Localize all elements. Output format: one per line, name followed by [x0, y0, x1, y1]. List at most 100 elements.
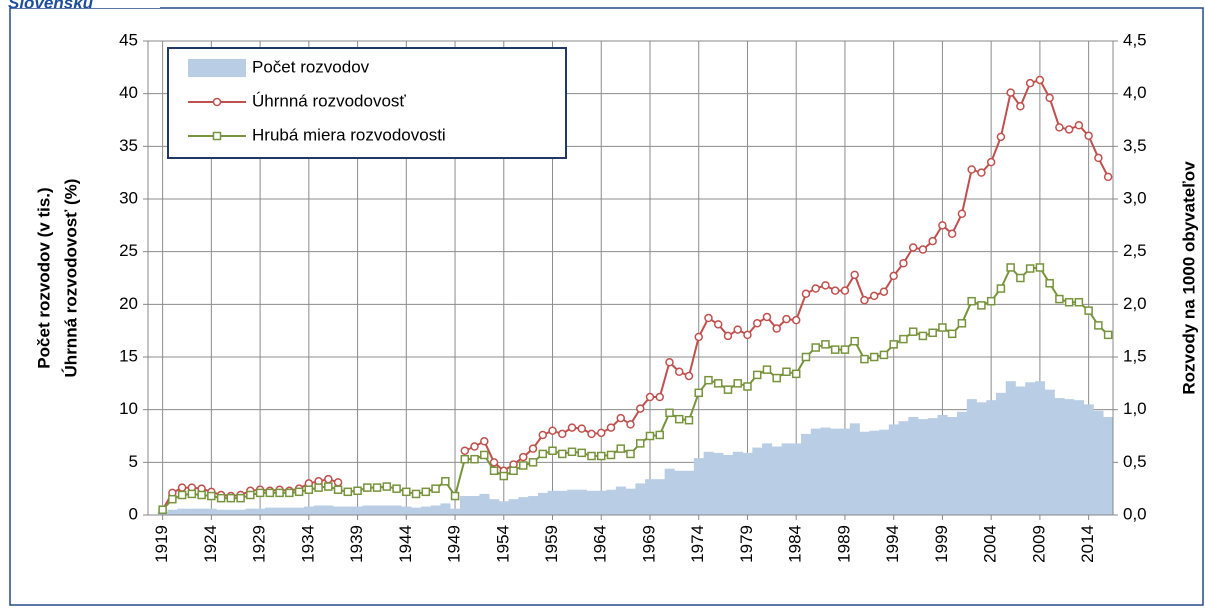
marker: [197, 490, 206, 500]
bar: [303, 506, 315, 515]
marker: [889, 271, 898, 281]
bar: [411, 507, 422, 515]
bar: [420, 506, 431, 515]
marker: [782, 314, 791, 324]
marker: [713, 379, 723, 388]
marker: [333, 478, 343, 487]
marker: [606, 450, 616, 460]
bar: [976, 402, 987, 515]
bar: [177, 508, 188, 515]
bar: [264, 507, 276, 515]
marker: [168, 494, 177, 504]
marker: [333, 485, 343, 494]
marker: [918, 331, 928, 341]
bar: [879, 429, 890, 515]
marker: [1074, 121, 1084, 130]
bar: [528, 496, 539, 515]
marker: [850, 270, 859, 280]
y2-tick-label: 4,5: [1123, 30, 1147, 49]
y2-tick-label: 4,0: [1123, 83, 1147, 102]
x-tick-label: 1964: [591, 525, 610, 563]
marker: [1084, 131, 1093, 141]
marker: [626, 449, 635, 459]
marker: [1055, 123, 1064, 132]
marker: [1074, 297, 1084, 307]
marker: [811, 284, 820, 293]
marker: [265, 488, 275, 498]
marker: [567, 423, 577, 432]
x-tick-label: 1939: [347, 525, 366, 563]
marker: [830, 345, 840, 354]
x-tick-label: 2004: [981, 525, 1000, 563]
marker: [460, 446, 470, 455]
marker: [1025, 264, 1035, 273]
bar: [849, 423, 860, 515]
y2-tick-label: 3,0: [1123, 188, 1147, 207]
y-tick-label: 45: [119, 30, 138, 49]
marker: [899, 334, 908, 344]
bar: [313, 505, 324, 515]
y2-tick-label: 0,0: [1123, 504, 1147, 523]
bar: [947, 417, 958, 515]
bar: [1035, 381, 1046, 515]
bar: [713, 452, 724, 515]
marker: [509, 466, 518, 476]
bar: [1005, 381, 1016, 515]
marker: [684, 371, 694, 381]
marker: [285, 488, 294, 498]
y-tick-label: 30: [119, 188, 138, 207]
marker: [402, 487, 411, 497]
x-tick-label: 1984: [786, 525, 805, 563]
bar: [294, 507, 305, 515]
marker: [1103, 172, 1113, 182]
bar: [703, 451, 714, 515]
bar: [693, 458, 704, 515]
legend-marker: [212, 131, 222, 141]
bar: [762, 443, 773, 515]
bar: [810, 428, 821, 515]
bar: [557, 490, 568, 515]
bar: [908, 417, 919, 515]
x-tick-label: 1929: [250, 525, 269, 563]
marker: [1103, 330, 1113, 340]
marker: [236, 493, 245, 503]
marker: [411, 489, 421, 499]
marker: [821, 340, 830, 349]
bar: [235, 509, 246, 515]
marker: [470, 454, 479, 464]
marker: [665, 408, 674, 418]
marker: [772, 324, 781, 333]
bar: [1103, 417, 1114, 515]
marker: [743, 330, 752, 340]
marker: [869, 291, 879, 301]
x-tick-label: 1934: [298, 525, 317, 563]
marker: [986, 296, 996, 306]
marker: [1064, 125, 1074, 134]
marker: [801, 352, 811, 362]
x-tick-label: 1949: [445, 525, 464, 563]
marker: [304, 485, 314, 494]
marker: [294, 487, 304, 497]
bar: [245, 508, 256, 515]
legend-label: Hrubá miera rozvodovosti: [252, 125, 446, 144]
marker: [1006, 88, 1015, 97]
y2-axis-label: Rozvody na 1000 obyvateľov: [1179, 161, 1198, 395]
marker: [704, 313, 713, 323]
marker: [177, 490, 187, 500]
marker: [519, 452, 528, 462]
bar: [1015, 386, 1026, 515]
bar: [957, 411, 968, 515]
marker: [324, 482, 333, 491]
bar: [362, 505, 373, 515]
marker: [1094, 153, 1103, 163]
bar: [723, 454, 734, 515]
marker: [372, 483, 382, 492]
marker: [684, 415, 694, 425]
marker: [879, 350, 889, 360]
chart-title: Slovensku: [8, 0, 94, 12]
marker: [704, 375, 713, 385]
marker: [538, 449, 548, 459]
marker: [674, 367, 684, 376]
marker: [226, 493, 236, 503]
